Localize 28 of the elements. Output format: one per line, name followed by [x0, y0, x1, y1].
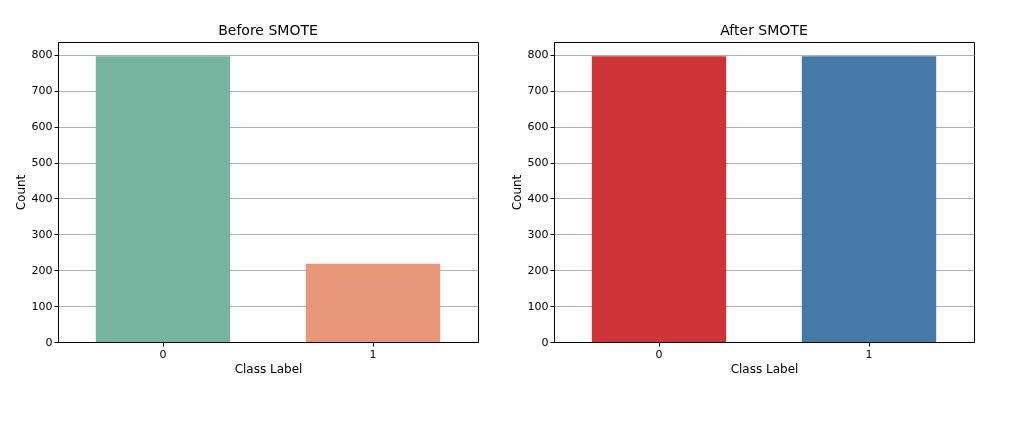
y-tick-label: 0	[541, 335, 549, 349]
y-tick-label: 700	[31, 84, 53, 98]
chart-title: After SMOTE	[720, 22, 808, 38]
y-tick-label: 200	[527, 263, 549, 277]
y-tick-label: 200	[31, 263, 53, 277]
x-tick-label: 1	[369, 347, 377, 361]
y-axis-title: Count	[509, 174, 524, 211]
x-tick-label: 0	[159, 347, 167, 361]
x-axis-title: Class Label	[234, 361, 303, 376]
y-tick-label: 0	[45, 335, 53, 349]
x-tick-label: 1	[865, 347, 873, 361]
x-axis-title: Class Label	[730, 361, 799, 376]
y-tick-label: 500	[31, 156, 53, 170]
y-tick-label: 600	[31, 120, 53, 134]
y-tick-label: 600	[527, 120, 549, 134]
chart-title: Before SMOTE	[218, 22, 318, 38]
y-tick-label: 100	[527, 299, 549, 313]
y-tick-label: 800	[527, 48, 549, 62]
y-tick-label: 500	[527, 156, 549, 170]
x-tick-label: 0	[655, 347, 663, 361]
y-tick-label: 300	[527, 227, 549, 241]
y-tick-label: 100	[31, 299, 53, 313]
y-tick-label: 800	[31, 48, 53, 62]
y-tick-label: 400	[527, 191, 549, 205]
y-tick-label: 400	[31, 191, 53, 205]
y-tick-label: 700	[527, 84, 549, 98]
y-axis-title: Count	[13, 174, 28, 211]
y-tick-label: 300	[31, 227, 53, 241]
